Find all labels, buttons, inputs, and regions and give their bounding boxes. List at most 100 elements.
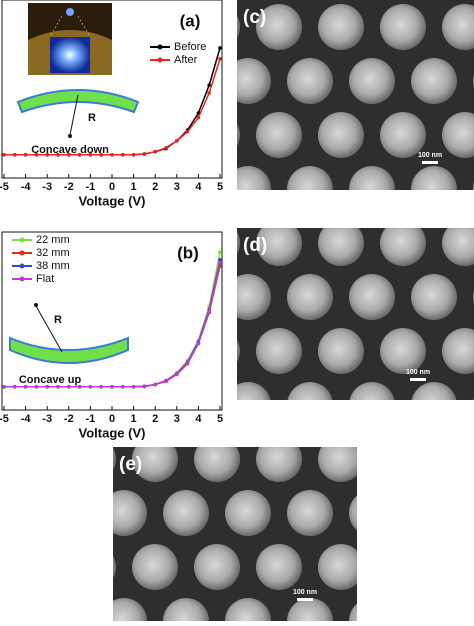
x-tick-label: 5 — [217, 181, 223, 193]
data-point — [207, 83, 211, 87]
legend-marker — [19, 263, 25, 269]
scale-bar-label: 100 nm — [418, 152, 442, 159]
concave-down-sketch — [16, 89, 140, 138]
line-chart: -5 -4 -3 -2 -1 0 1 2 3 4 5 Voltage (V) (a) Concave do… — [0, 0, 223, 208]
x-tick-label: -1 — [86, 181, 96, 193]
data-point — [99, 152, 103, 157]
inset-label: Concave down — [31, 144, 109, 156]
x-axis-label: Voltage (V) — [79, 193, 146, 208]
data-point — [153, 149, 157, 154]
data-point — [56, 152, 60, 157]
data-point — [23, 384, 28, 389]
legend-marker — [19, 276, 25, 282]
data-point — [175, 372, 179, 376]
legend-label: 32 mm — [36, 247, 70, 259]
x-tick-label: 0 — [109, 413, 115, 425]
radius-label: R — [88, 112, 96, 124]
data-point — [110, 152, 114, 157]
data-point — [13, 152, 17, 157]
image-label: (d) — [243, 235, 267, 256]
x-tick-label: -2 — [64, 181, 74, 193]
legend-marker — [19, 237, 25, 243]
concave-up-sketch — [9, 303, 129, 364]
x-tick-label: -5 — [0, 413, 9, 425]
scale-bar — [297, 598, 313, 601]
data-point — [110, 384, 114, 389]
x-tick-label: 4 — [195, 413, 202, 425]
legend-label: Flat — [36, 273, 54, 285]
sem-image: (e) 100 nm — [113, 447, 357, 621]
scale-bar — [422, 161, 438, 164]
panel-label: (a) — [180, 11, 201, 30]
image-label: (e) — [119, 454, 142, 475]
data-point — [23, 152, 28, 157]
sem-background — [237, 228, 474, 400]
x-axis-label: Voltage (V) — [79, 425, 146, 440]
x-tick-label: 0 — [109, 181, 115, 193]
legend-marker — [157, 57, 163, 63]
image-label: (c) — [243, 7, 266, 28]
data-point — [2, 152, 6, 157]
data-point — [164, 379, 168, 383]
scale-bar-label: 100 nm — [406, 369, 430, 376]
data-point — [99, 384, 103, 389]
x-tick-label: -5 — [0, 181, 9, 193]
x-tick-label: 4 — [195, 181, 202, 193]
data-point — [34, 384, 39, 389]
data-point — [77, 152, 82, 157]
data-point — [88, 384, 93, 389]
sem-image: (c) 100 nm — [237, 0, 474, 190]
data-point — [218, 258, 222, 262]
data-point — [88, 152, 93, 157]
scale-bar — [410, 378, 426, 381]
data-point — [34, 152, 39, 157]
data-point — [13, 384, 17, 389]
data-point — [77, 384, 82, 389]
line-chart: -5 -4 -3 -2 -1 0 1 2 3 4 5 Voltage (V) (b) Concave up… — [0, 231, 223, 440]
x-tick-label: -4 — [21, 413, 32, 425]
data-point — [67, 384, 71, 389]
x-tick-label: 2 — [152, 413, 158, 425]
data-point — [164, 146, 168, 150]
data-point — [207, 309, 211, 313]
data-point — [196, 115, 201, 120]
scale-bar-label: 100 nm — [293, 589, 317, 596]
data-point — [153, 382, 157, 387]
data-point — [45, 152, 49, 157]
data-point — [45, 384, 49, 389]
x-tick-label: -3 — [42, 413, 52, 425]
data-point — [185, 129, 190, 134]
legend-label: Before — [174, 41, 206, 53]
data-point — [218, 261, 222, 265]
x-tick-label: 3 — [174, 413, 180, 425]
x-tick-label: 5 — [217, 413, 223, 425]
data-point — [2, 384, 6, 389]
data-point — [142, 152, 147, 156]
x-tick-label: 1 — [131, 413, 137, 425]
data-point — [131, 384, 136, 389]
data-point — [121, 384, 125, 389]
x-tick-label: 1 — [131, 181, 137, 193]
legend-label: After — [174, 54, 198, 66]
x-tick-label: -1 — [86, 413, 96, 425]
data-point — [196, 341, 201, 346]
legend-label: 38 mm — [36, 260, 70, 272]
sem-image: (d) 100 nm — [237, 228, 474, 400]
data-point — [218, 57, 222, 61]
data-point — [218, 46, 222, 50]
radius-label: R — [54, 314, 62, 326]
data-point — [218, 250, 222, 254]
legend-marker — [157, 44, 163, 50]
panel-label: (b) — [177, 243, 199, 262]
x-tick-label: -2 — [64, 413, 74, 425]
legend-label: 22 mm — [36, 234, 70, 246]
x-tick-label: 2 — [152, 181, 158, 193]
x-tick-label: 3 — [174, 181, 180, 193]
data-point — [142, 384, 147, 389]
sem-background — [113, 447, 357, 621]
legend-marker — [19, 250, 25, 256]
data-point — [121, 152, 125, 157]
x-tick-label: -4 — [21, 181, 32, 193]
